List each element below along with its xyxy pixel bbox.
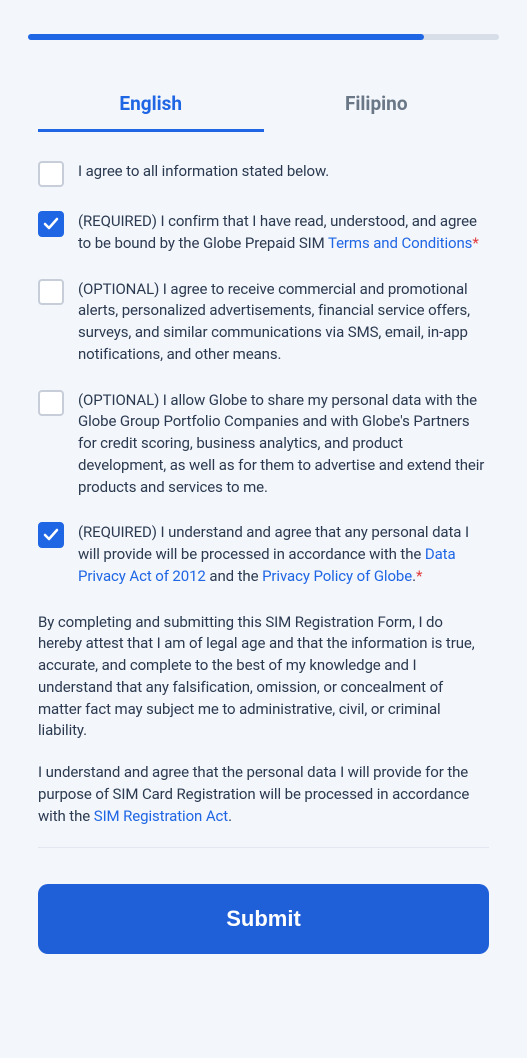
link-sim-registration-act[interactable]: SIM Registration Act bbox=[94, 807, 228, 825]
label-share: (OPTIONAL) I allow Globe to share my per… bbox=[78, 390, 489, 499]
submit-area: Submit bbox=[0, 848, 527, 954]
row-agree-all: I agree to all information stated below. bbox=[38, 161, 489, 187]
checkbox-terms[interactable] bbox=[38, 211, 64, 237]
tab-filipino[interactable]: Filipino bbox=[264, 82, 490, 132]
label-terms: (REQUIRED) I confirm that I have read, u… bbox=[78, 211, 489, 255]
row-terms: (REQUIRED) I confirm that I have read, u… bbox=[38, 211, 489, 255]
tab-english[interactable]: English bbox=[38, 82, 264, 132]
language-tabs: English Filipino bbox=[38, 82, 489, 133]
progress-fill bbox=[28, 34, 424, 40]
checkbox-share[interactable] bbox=[38, 390, 64, 416]
link-terms-conditions[interactable]: Terms and Conditions bbox=[328, 234, 472, 252]
progress-bar bbox=[28, 34, 499, 40]
sim-registration-paragraph: I understand and agree that the personal… bbox=[38, 762, 489, 827]
required-mark: * bbox=[472, 234, 478, 252]
checkbox-promo[interactable] bbox=[38, 279, 64, 305]
row-promo: (OPTIONAL) I agree to receive commercial… bbox=[38, 279, 489, 366]
link-privacy-policy[interactable]: Privacy Policy of Globe bbox=[262, 567, 412, 585]
privacy-prefix: (REQUIRED) I understand and agree that a… bbox=[78, 523, 469, 563]
privacy-middle: and the bbox=[206, 567, 262, 585]
row-share: (OPTIONAL) I allow Globe to share my per… bbox=[38, 390, 489, 499]
label-agree-all: I agree to all information stated below. bbox=[78, 161, 329, 183]
row-privacy: (REQUIRED) I understand and agree that a… bbox=[38, 522, 489, 587]
attestation-paragraph: By completing and submitting this SIM Re… bbox=[38, 612, 489, 743]
required-mark: * bbox=[416, 567, 422, 585]
check-icon bbox=[43, 216, 59, 232]
submit-button[interactable]: Submit bbox=[38, 884, 489, 954]
label-promo: (OPTIONAL) I agree to receive commercial… bbox=[78, 279, 489, 366]
checkbox-agree-all[interactable] bbox=[38, 161, 64, 187]
sim-suffix: . bbox=[228, 807, 232, 825]
check-icon bbox=[43, 527, 59, 543]
label-privacy: (REQUIRED) I understand and agree that a… bbox=[78, 522, 489, 587]
form-content: English Filipino I agree to all informat… bbox=[0, 40, 527, 848]
checkbox-privacy[interactable] bbox=[38, 522, 64, 548]
